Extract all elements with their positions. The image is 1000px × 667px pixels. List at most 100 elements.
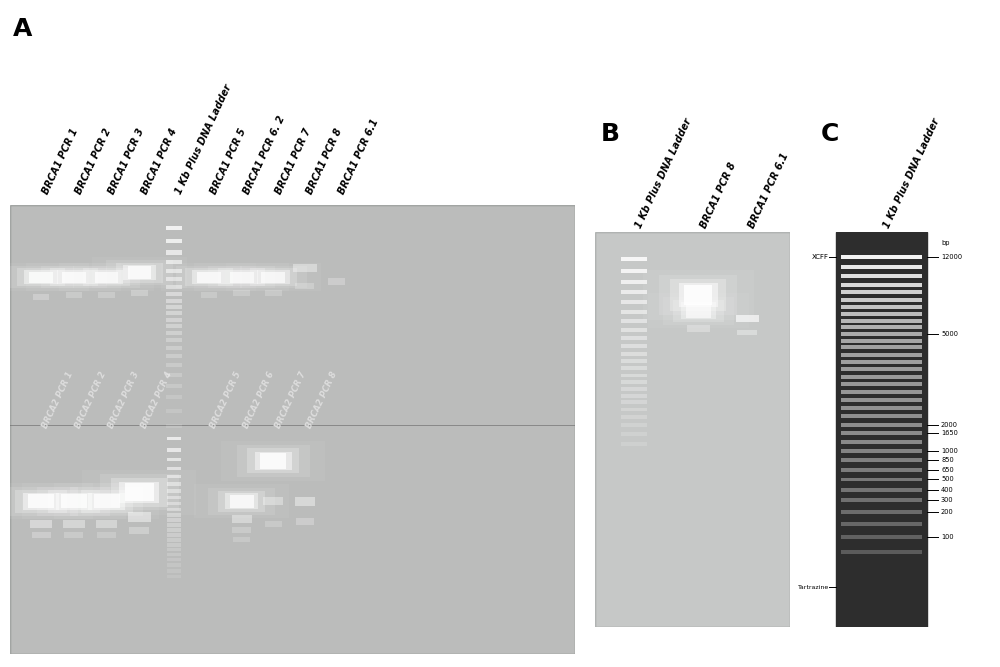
Bar — [841, 432, 922, 435]
Text: 1 Kb Plus DNA Ladder: 1 Kb Plus DNA Ladder — [174, 83, 234, 196]
Bar — [73, 266, 140, 288]
Text: BRCA2 PCR 6: BRCA2 PCR 6 — [242, 370, 276, 430]
Bar — [167, 502, 181, 506]
Bar — [111, 478, 168, 507]
Text: bp: bp — [941, 240, 950, 246]
Text: 1 Kb Plus DNA Ladder: 1 Kb Plus DNA Ladder — [882, 116, 941, 229]
Bar — [621, 374, 647, 378]
Bar — [166, 239, 182, 243]
Bar — [841, 414, 922, 418]
Bar — [59, 263, 154, 291]
Bar — [621, 366, 647, 370]
Bar — [218, 490, 265, 512]
Bar — [841, 535, 922, 539]
Bar — [166, 305, 182, 309]
Bar — [116, 263, 163, 283]
Bar — [841, 339, 922, 343]
Bar — [167, 533, 181, 537]
Bar — [167, 523, 181, 527]
Bar — [166, 363, 182, 367]
Bar — [106, 260, 173, 285]
Bar — [621, 394, 647, 398]
Bar — [33, 294, 49, 300]
Bar — [841, 368, 922, 371]
Bar — [841, 449, 922, 453]
Bar — [255, 452, 292, 470]
Bar — [167, 518, 181, 522]
Bar — [166, 396, 182, 400]
Bar — [621, 387, 647, 391]
Bar — [24, 270, 58, 284]
Bar — [621, 257, 647, 261]
Bar — [621, 432, 647, 436]
Bar — [841, 522, 922, 526]
Bar — [166, 251, 182, 255]
Bar — [167, 508, 181, 511]
Bar — [841, 360, 922, 364]
Bar — [167, 569, 181, 572]
Bar — [185, 268, 233, 286]
Text: 1 Kb Plus DNA Ladder: 1 Kb Plus DNA Ladder — [634, 116, 694, 229]
Bar — [166, 424, 182, 428]
Text: BRCA1 PCR 3: BRCA1 PCR 3 — [107, 127, 146, 196]
Text: 300: 300 — [941, 498, 954, 504]
Bar — [681, 302, 716, 319]
Text: BRCA1 PCR 4: BRCA1 PCR 4 — [139, 127, 179, 196]
Bar — [736, 315, 759, 322]
Bar — [167, 538, 181, 542]
Bar — [328, 279, 345, 285]
Text: BRCA1 PCR 6.1: BRCA1 PCR 6.1 — [747, 151, 791, 229]
Text: BRCA1 PCR 1: BRCA1 PCR 1 — [41, 127, 80, 196]
Bar — [232, 516, 252, 523]
Bar — [166, 373, 182, 377]
Bar — [230, 494, 254, 508]
Bar — [166, 292, 182, 296]
Bar — [841, 440, 922, 444]
Bar — [26, 263, 121, 291]
Bar — [737, 330, 757, 335]
Bar — [29, 271, 53, 283]
Bar — [129, 527, 149, 534]
Bar — [841, 498, 922, 502]
Bar — [166, 285, 182, 289]
Bar — [208, 488, 275, 515]
Bar — [841, 291, 922, 294]
Text: BRCA2 PCR 1: BRCA2 PCR 1 — [41, 370, 75, 430]
Bar — [125, 484, 154, 502]
Text: 850: 850 — [941, 457, 954, 463]
Bar — [92, 257, 187, 288]
Bar — [194, 484, 289, 518]
Bar — [94, 494, 120, 508]
Bar — [167, 513, 181, 516]
Bar — [648, 293, 749, 328]
Bar — [659, 275, 737, 315]
Text: BRCA1 PCR 5: BRCA1 PCR 5 — [209, 127, 248, 196]
Bar — [836, 231, 927, 627]
Bar — [0, 263, 89, 291]
Text: B: B — [601, 122, 620, 146]
Bar — [621, 269, 647, 273]
Text: 100: 100 — [941, 534, 954, 540]
Bar — [673, 299, 724, 321]
Bar — [66, 292, 82, 298]
Bar — [81, 490, 133, 513]
Bar — [296, 518, 314, 524]
Bar — [15, 490, 67, 513]
Bar — [48, 490, 100, 513]
Bar — [208, 266, 275, 288]
Bar — [56, 493, 92, 510]
Bar — [841, 550, 922, 554]
Bar — [176, 266, 242, 288]
Bar — [643, 270, 754, 319]
Bar — [166, 269, 182, 273]
Bar — [167, 553, 181, 556]
Bar — [131, 289, 148, 296]
Bar — [621, 400, 647, 404]
Bar — [841, 375, 922, 379]
Text: C: C — [820, 122, 839, 146]
Bar — [70, 487, 143, 516]
Bar — [128, 512, 151, 522]
Bar — [90, 270, 123, 284]
Bar — [166, 384, 182, 388]
Bar — [63, 520, 85, 528]
